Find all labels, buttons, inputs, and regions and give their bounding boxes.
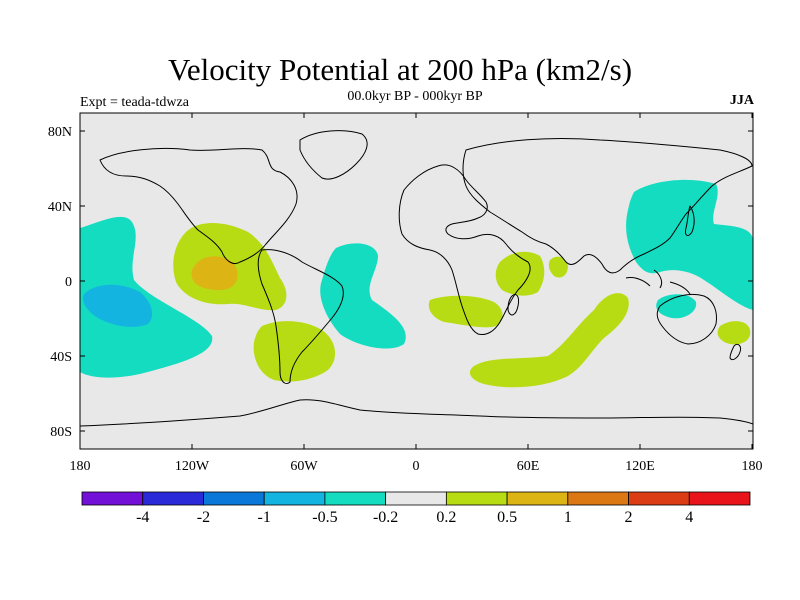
coastline-south-america <box>257 249 344 385</box>
coastline-maritime-continent <box>625 269 691 295</box>
contour-negative-core <box>82 284 153 327</box>
coastline-antarctica <box>80 399 753 427</box>
contour-positive-south-africa <box>428 295 503 328</box>
colorbar-label: -0.5 <box>312 509 337 526</box>
colorbar-swatch <box>688 491 751 506</box>
coastline-new-zealand <box>729 343 741 361</box>
colorbar-label: 0.5 <box>497 509 517 526</box>
longitude-axis: 180 120W 60W 0 60E 120E 180 <box>70 113 763 474</box>
colorbar-label: 4 <box>685 509 693 526</box>
contour-negative-atlantic <box>320 243 406 349</box>
contour-negative-west-pacific <box>626 179 753 310</box>
lon-tick-label: 60W <box>290 459 318 474</box>
lat-tick-label: 40S <box>50 350 72 365</box>
coastline-asia <box>462 137 753 274</box>
contour-positive-south-america <box>253 321 336 382</box>
colorbar-swatch <box>445 491 508 506</box>
colorbar-swatch <box>506 491 569 506</box>
contour-negative-australia <box>656 294 697 319</box>
coastlines <box>80 130 753 427</box>
colorbar-label: -4 <box>136 509 149 526</box>
lat-tick-label: 40N <box>48 200 72 215</box>
colorbar-swatch <box>628 491 690 506</box>
lat-tick-label: 80S <box>50 425 72 440</box>
contour-positive-core <box>191 256 238 291</box>
contour-negative-eastern-pacific <box>80 216 213 378</box>
contour-positive-arabian-sea <box>548 256 568 278</box>
lon-tick-label: 180 <box>742 459 763 474</box>
coastline-madagascar <box>507 293 519 316</box>
coastline-north-america <box>99 148 298 265</box>
coastline-greenland <box>299 130 368 180</box>
colorbar-label: 1 <box>564 509 572 526</box>
colorbar-label: 2 <box>625 509 633 526</box>
contour-positive-tasman <box>717 321 751 345</box>
coastline-japan <box>685 205 695 236</box>
experiment-label: Expt = teada-tdwza <box>80 95 189 110</box>
colorbar-swatch <box>263 491 326 506</box>
colorbar-label: -2 <box>197 509 210 526</box>
contour-positive-east-africa <box>495 251 545 296</box>
colorbar-label: -1 <box>258 509 271 526</box>
contour-fields <box>80 179 753 388</box>
lon-tick-label: 60E <box>517 459 540 474</box>
colorbar-swatch <box>81 491 144 506</box>
lat-tick-label: 0 <box>65 275 72 290</box>
period-subtitle: 00.0kyr BP - 000kyr BP <box>347 89 483 104</box>
season-label: JJA <box>729 93 754 108</box>
colorbar: -4 -2 -1 -0.5 -0.2 0.2 0.5 1 2 4 <box>81 491 751 526</box>
coastline-australia <box>656 293 717 345</box>
lon-tick-label: 0 <box>413 459 420 474</box>
colorbar-swatch <box>567 491 629 506</box>
lon-tick-label: 120W <box>175 459 210 474</box>
coastline-europe-africa <box>398 164 531 335</box>
colorbar-swatch <box>385 491 447 506</box>
lat-tick-label: 80N <box>48 125 72 140</box>
colorbar-label: 0.2 <box>436 509 456 526</box>
lon-tick-label: 180 <box>70 459 91 474</box>
lon-tick-label: 120E <box>625 459 655 474</box>
map-title: Velocity Potential at 200 hPa (km2/s) <box>167 52 633 87</box>
colorbar-swatch <box>142 491 204 506</box>
colorbar-label: -0.2 <box>373 509 398 526</box>
colorbar-swatch <box>324 491 387 506</box>
colorbar-swatch <box>203 491 265 506</box>
latitude-axis: 80N 40N 0 40S 80S <box>48 125 753 440</box>
contour-positive-southern-indian <box>469 293 629 388</box>
